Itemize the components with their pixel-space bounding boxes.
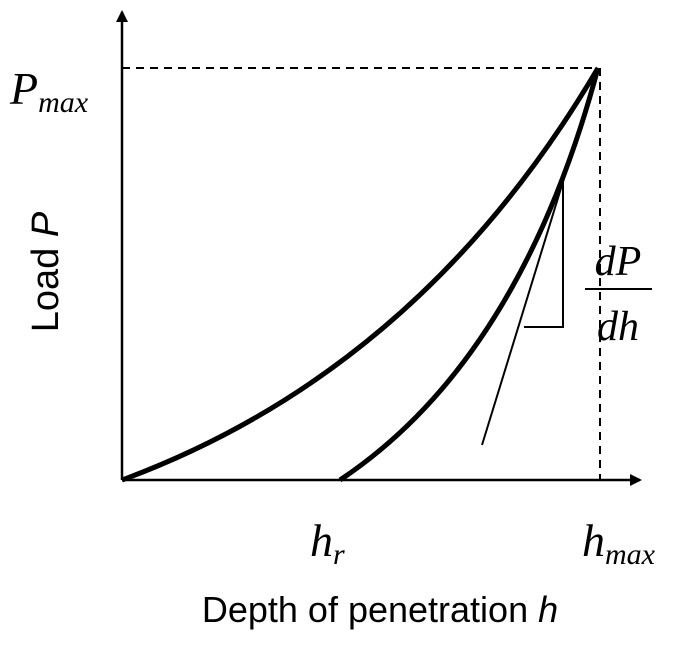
tangent-line — [481, 67, 599, 446]
slope-numerator: dP — [595, 239, 642, 285]
x-axis-label: Depth of penetration h — [202, 589, 558, 630]
slope-triangle — [524, 180, 564, 328]
loading-curve — [121, 66, 601, 483]
y-axis-label: Load P — [25, 211, 67, 332]
hr-label: hr — [310, 515, 345, 571]
pmax-label: Pmax — [9, 63, 89, 119]
hmax-label: hmax — [582, 515, 656, 571]
slope-denominator: dh — [597, 304, 639, 350]
